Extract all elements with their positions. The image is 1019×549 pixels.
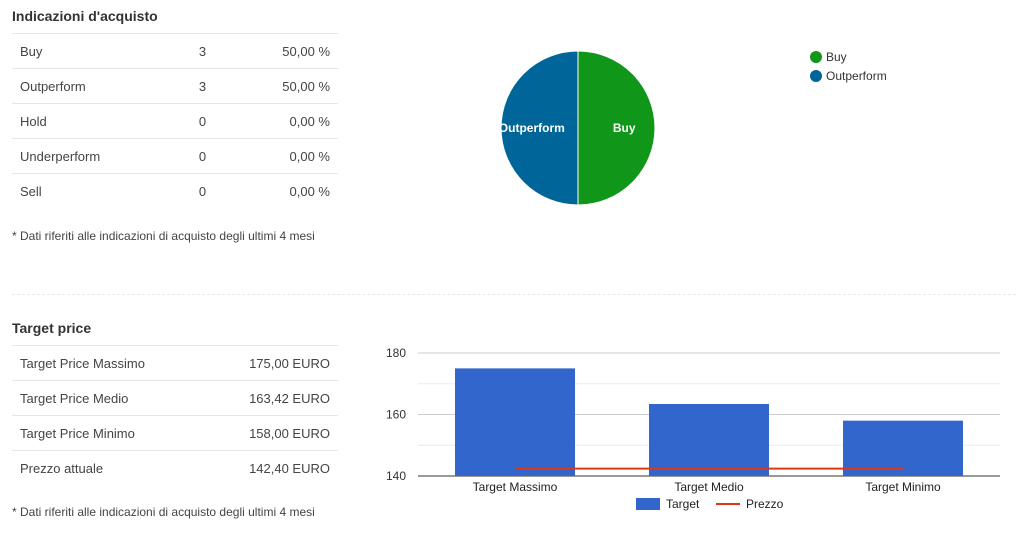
target-price-row: Target Price Medio 163,42 EURO — [12, 380, 338, 416]
y-tick-label: 180 — [386, 346, 406, 360]
section-divider — [12, 294, 1016, 295]
recommendation-label: Hold — [12, 103, 175, 139]
recommendation-count: 0 — [174, 173, 231, 208]
x-tick-label: Target Medio — [674, 480, 744, 494]
recommendation-count: 3 — [174, 68, 231, 104]
target-bar — [649, 403, 769, 476]
recommendation-percent: 0,00 % — [230, 103, 338, 139]
x-tick-label: Target Massimo — [473, 480, 558, 494]
recommendation-percent: 50,00 % — [230, 33, 338, 69]
x-tick-label: Target Minimo — [865, 480, 941, 494]
legend-marker-buy — [810, 51, 822, 63]
target-price-note: * Dati riferiti alle indicazioni di acqu… — [12, 505, 315, 519]
target-price-label: Target Price Minimo — [12, 415, 206, 451]
target-bar — [455, 368, 575, 476]
recommendation-count: 0 — [174, 138, 231, 174]
legend-marker-outperform — [810, 70, 822, 82]
legend-label: Target — [666, 497, 700, 511]
legend-marker-target — [636, 498, 660, 510]
y-tick-label: 160 — [386, 408, 406, 422]
legend-label: Outperform — [826, 69, 887, 83]
target-price-title: Target price — [12, 320, 92, 336]
recommendation-count: 0 — [174, 103, 231, 139]
recommendations-title: Indicazioni d'acquisto — [12, 8, 158, 24]
recommendation-row: Buy 3 50,00 % — [12, 33, 338, 69]
recommendation-percent: 0,00 % — [230, 138, 338, 174]
recommendation-row: Outperform 3 50,00 % — [12, 68, 338, 104]
recommendation-count: 3 — [174, 33, 231, 69]
bar-chart: 140 160 180 Target Massimo Target Medio Targe… — [386, 346, 1000, 511]
legend-label: Prezzo — [746, 497, 784, 511]
target-price-label: Target Price Medio — [12, 380, 206, 416]
target-price-label: Target Price Massimo — [12, 345, 206, 381]
target-price-table: Target Price Massimo 175,00 EURO Target Pr… — [12, 345, 338, 485]
recommendations-note: * Dati riferiti alle indicazioni di acqu… — [12, 229, 315, 243]
target-price-value: 163,42 EURO — [205, 380, 338, 416]
recommendation-percent: 0,00 % — [230, 173, 338, 208]
recommendation-label: Buy — [12, 33, 175, 69]
recommendation-label: Underperform — [12, 138, 175, 174]
target-price-row: Target Price Minimo 158,00 EURO — [12, 415, 338, 451]
target-price-label: Prezzo attuale — [12, 450, 206, 485]
pie-slice-label: Outperform — [499, 121, 565, 135]
recommendation-percent: 50,00 % — [230, 68, 338, 104]
target-price-value: 142,40 EURO — [205, 450, 338, 485]
recommendation-row: Hold 0 0,00 % — [12, 103, 338, 139]
recommendation-row: Sell 0 0,00 % — [12, 173, 338, 208]
target-price-value: 158,00 EURO — [205, 415, 338, 451]
pie-slice-buy — [577, 50, 656, 206]
legend-label: Buy — [826, 50, 847, 64]
pie-chart: Buy Outperform Buy Outperform — [499, 50, 887, 206]
recommendation-label: Sell — [12, 173, 175, 208]
recommendations-table: Buy 3 50,00 % Outperform 3 50,00 % Hold 0 0,00 %… — [12, 33, 338, 208]
target-price-value: 175,00 EURO — [205, 345, 338, 381]
pie-slice-outperform — [500, 50, 579, 206]
target-price-row: Target Price Massimo 175,00 EURO — [12, 345, 338, 381]
target-bar — [843, 420, 963, 476]
recommendation-row: Underperform 0 0,00 % — [12, 138, 338, 174]
recommendation-label: Outperform — [12, 68, 175, 104]
pie-slice-label: Buy — [613, 121, 636, 135]
y-tick-label: 140 — [386, 469, 406, 483]
target-price-row: Prezzo attuale 142,40 EURO — [12, 450, 338, 485]
